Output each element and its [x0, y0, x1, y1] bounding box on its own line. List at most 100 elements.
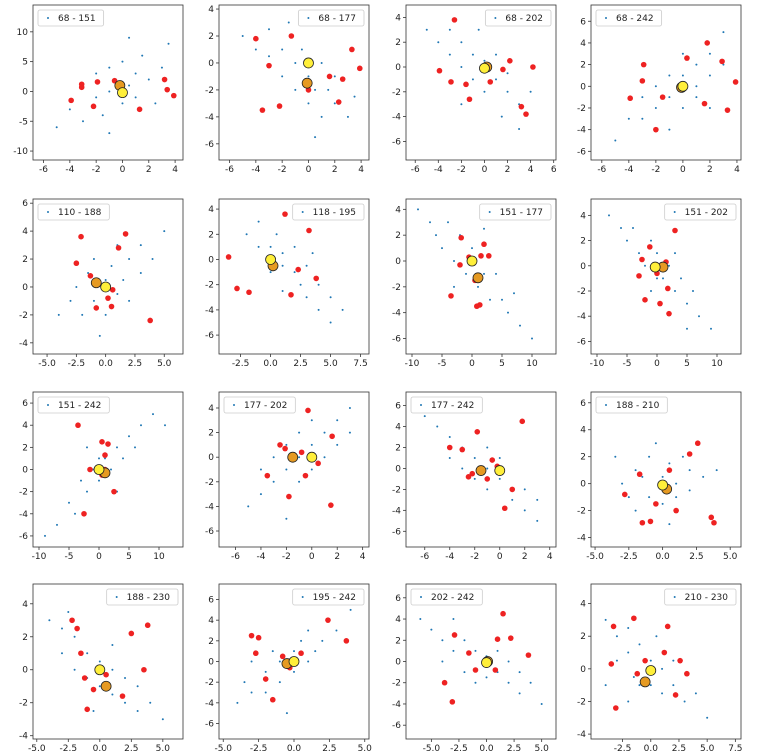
- point: [647, 518, 654, 525]
- point: [461, 467, 464, 470]
- point: [511, 498, 514, 501]
- x-tick-label: 4: [528, 165, 534, 175]
- point: [164, 424, 166, 427]
- point: [343, 638, 350, 644]
- point: [724, 107, 731, 113]
- point: [98, 457, 100, 460]
- y-tick-label: -6: [392, 527, 401, 537]
- legend-box: [664, 588, 737, 606]
- point: [298, 456, 301, 459]
- point: [140, 424, 142, 427]
- y-tick-label: 6: [395, 594, 401, 604]
- point: [627, 700, 630, 703]
- axes-frame: [218, 391, 370, 548]
- point: [661, 502, 664, 505]
- y-tick-label: 0: [395, 464, 401, 474]
- point: [419, 618, 422, 621]
- point: [471, 53, 474, 56]
- point: [298, 480, 301, 483]
- point: [98, 479, 100, 482]
- point: [659, 94, 666, 100]
- point: [655, 635, 658, 638]
- point: [281, 289, 284, 292]
- point: [719, 58, 725, 65]
- y-tick-label: 0: [395, 658, 401, 668]
- legend-marker: [233, 404, 235, 406]
- x-tick-label: 0: [654, 359, 660, 369]
- point: [496, 649, 499, 652]
- axes-frame: [405, 583, 557, 740]
- point: [653, 501, 659, 507]
- point: [481, 657, 492, 668]
- x-tick-label: 0.0: [98, 359, 113, 369]
- point: [475, 465, 487, 476]
- y-tick-label: 2: [580, 237, 586, 247]
- y-tick-label: -2: [577, 507, 586, 517]
- subplot: -6 -4 -2 0 2 4 -10 -5 0 5 10 68 - 151: [13, 4, 184, 175]
- point: [632, 226, 634, 229]
- point: [98, 660, 101, 663]
- point: [278, 660, 281, 663]
- point: [448, 456, 451, 459]
- y-tick-label: -4: [577, 534, 586, 544]
- point: [452, 618, 455, 621]
- legend-box: [595, 9, 663, 27]
- point: [82, 120, 84, 123]
- point: [311, 252, 314, 255]
- x-tick-label: -5.0: [586, 552, 604, 562]
- y-tick-label: 0: [208, 255, 214, 265]
- y-tick-label: 4: [208, 5, 214, 15]
- subplot: -2.5 0.0 2.5 5.0 7.5 -6 -4 -2 0 2 4 118 - 195: [205, 198, 370, 369]
- point: [447, 221, 449, 224]
- point: [465, 272, 467, 275]
- point: [507, 660, 510, 663]
- point: [448, 28, 451, 31]
- point: [116, 292, 119, 295]
- point: [639, 256, 645, 263]
- point: [264, 670, 267, 673]
- x-tick-label: 2.5: [124, 744, 138, 752]
- point: [254, 48, 257, 51]
- point: [675, 496, 678, 499]
- point: [636, 273, 642, 279]
- point: [486, 253, 492, 259]
- x-tick-label: 0: [469, 359, 475, 369]
- y-tick-label: 0: [580, 82, 586, 92]
- x-tick-label: 10: [153, 552, 165, 562]
- point: [86, 446, 88, 449]
- point: [429, 221, 431, 224]
- point: [329, 296, 332, 299]
- y-tick-label: -6: [205, 720, 214, 730]
- y-tick-label: 4: [22, 227, 28, 237]
- point: [348, 431, 351, 434]
- x-tick-label: -5: [438, 359, 447, 369]
- y-tick-label: -2: [205, 86, 214, 96]
- legend-label: 151 - 202: [685, 208, 728, 218]
- point: [303, 57, 314, 69]
- point: [451, 17, 458, 23]
- point: [483, 227, 485, 230]
- y-tick-label: 2: [395, 38, 401, 48]
- point: [695, 63, 698, 66]
- point: [252, 650, 259, 657]
- legend-label: 188 - 230: [127, 593, 171, 603]
- x-tick-label: 10: [711, 359, 723, 369]
- x-tick-label: -5: [65, 552, 74, 562]
- x-tick-label: 2: [146, 165, 152, 175]
- axes-frame: [590, 583, 742, 740]
- y-tick-label: 2: [580, 453, 586, 463]
- point: [310, 468, 313, 471]
- point: [477, 285, 479, 288]
- point: [632, 676, 635, 678]
- point: [486, 467, 489, 470]
- y-tick-label: 0: [580, 665, 586, 675]
- point: [661, 692, 664, 695]
- point: [55, 126, 58, 129]
- point: [423, 415, 426, 418]
- point: [144, 622, 151, 629]
- point: [668, 96, 671, 99]
- point: [674, 289, 676, 292]
- y-tick-label: -6: [392, 137, 401, 147]
- point: [293, 650, 295, 653]
- x-tick-label: 5: [684, 359, 690, 369]
